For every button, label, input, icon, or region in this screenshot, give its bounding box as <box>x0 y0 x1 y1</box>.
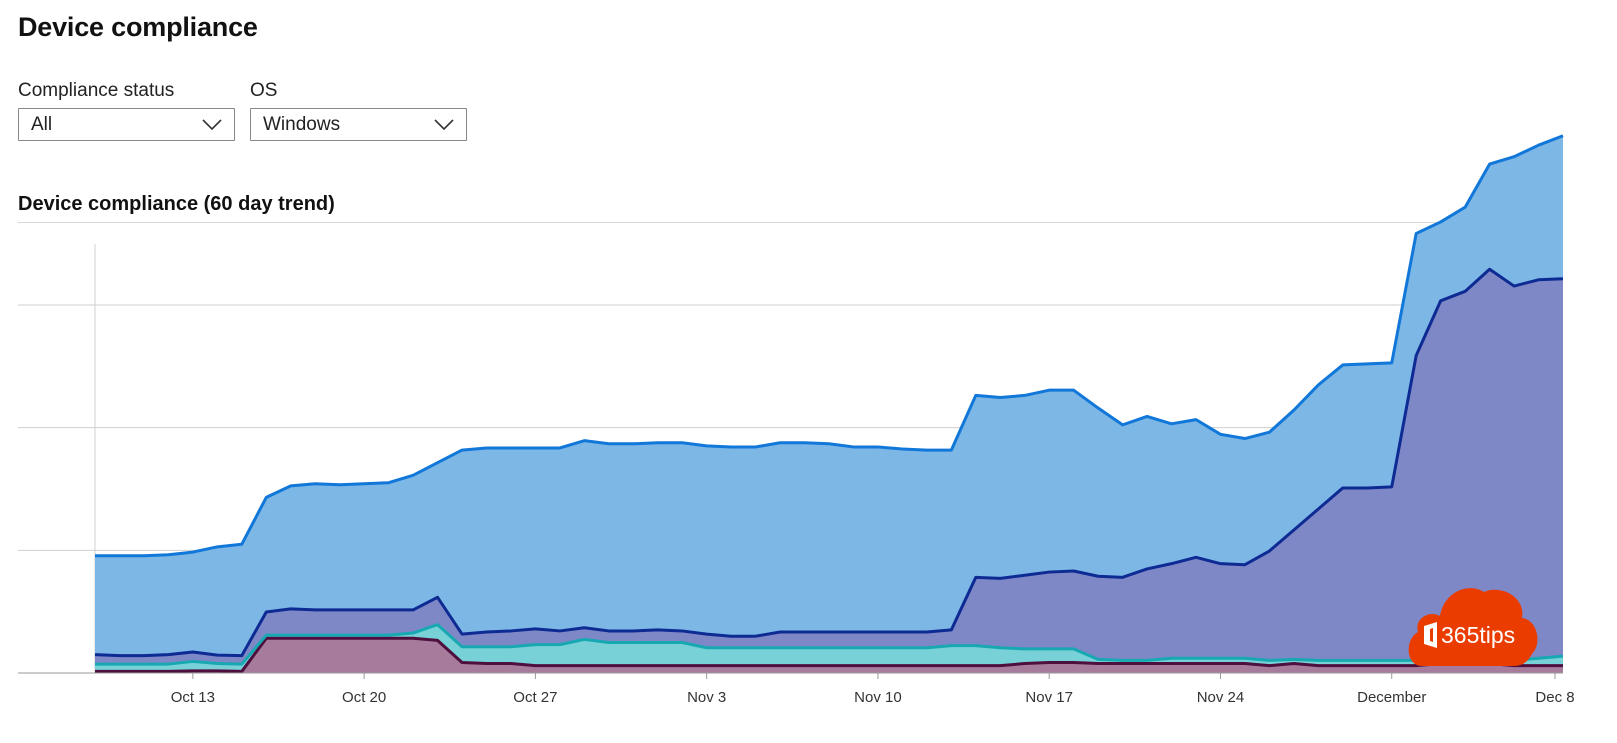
x-tick-label: Nov 10 <box>854 689 902 706</box>
series-total-line <box>95 134 1564 558</box>
x-tick-label: Nov 3 <box>687 689 726 706</box>
compliance-status-dropdown[interactable]: All <box>18 108 235 141</box>
x-tick-label: December <box>1357 689 1426 706</box>
os-label: OS <box>250 80 278 101</box>
x-tick-label: Oct 13 <box>171 689 215 706</box>
x-tick-label: Nov 24 <box>1197 689 1245 706</box>
series-total-area <box>95 135 1563 674</box>
chart-section-title: Device compliance (60 day trend) <box>18 193 335 215</box>
chevron-down-icon <box>434 118 454 130</box>
chevron-down-icon <box>202 118 222 130</box>
compliance-status-label: Compliance status <box>18 80 175 101</box>
x-tick-label: Oct 27 <box>513 689 557 706</box>
series-noncompliant-line <box>95 636 1563 673</box>
x-tick-label: Nov 17 <box>1025 689 1073 706</box>
os-dropdown[interactable]: Windows <box>250 108 467 141</box>
compliance-status-filter: Compliance status All <box>18 80 235 141</box>
os-value: Windows <box>263 113 341 135</box>
series-in-grace-period-line <box>95 623 1564 666</box>
page-title: Device compliance <box>18 12 258 42</box>
x-tick-label: Dec 8 <box>1535 689 1574 706</box>
series-compliant-line <box>94 267 1564 658</box>
watermark-text: 365tips <box>1441 622 1515 648</box>
compliance-status-value: All <box>31 113 53 135</box>
series-compliant-area <box>95 269 1563 673</box>
section-divider <box>18 222 1563 223</box>
os-filter: OS Windows <box>250 80 467 141</box>
365tips-logo: 365tips <box>1408 588 1538 666</box>
x-tick-label: Oct 20 <box>342 689 386 706</box>
